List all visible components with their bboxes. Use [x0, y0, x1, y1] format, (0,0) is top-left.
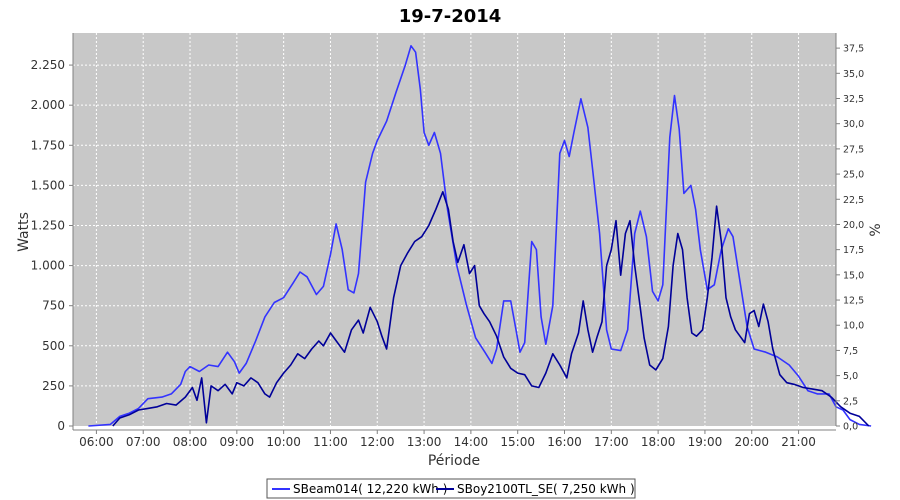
grid-lines [73, 33, 836, 426]
y-tick-label: 0 [57, 419, 65, 433]
y-tick-label: 1.000 [31, 259, 65, 273]
y2-axis-ticks: 0,0 2,5 5,0 7,5 10,0 12,5 15,0 17,5 20,0 22,5 25,0… [836, 44, 864, 433]
y2-tick-label: 5,0 [843, 371, 858, 382]
y2-tick-label: 15,0 [843, 270, 864, 281]
x-tick-label: 21:00 [781, 435, 816, 449]
y2-tick-label: 30,0 [843, 119, 864, 130]
x-axis-label: Période [428, 453, 480, 469]
legend: SBeam014( 12,220 kWh ) SBoy2100TL_SE( 7,… [266, 478, 636, 499]
y-tick-label: 2.000 [31, 98, 65, 112]
y2-tick-label: 27,5 [843, 144, 864, 155]
plot-area [73, 33, 836, 426]
x-tick-label: 17:00 [594, 435, 629, 449]
y2-tick-label: 32,5 [843, 94, 864, 105]
x-tick-label: 07:00 [126, 435, 161, 449]
x-tick-label: 11:00 [313, 435, 348, 449]
y2-axis-label: % [868, 223, 884, 236]
x-axis-ticks: 06:00 07:00 08:00 09:00 10:00 11:00 12:00 13:00… [79, 430, 816, 449]
series-line-1 [112, 191, 870, 427]
y2-tick-label: 37,5 [843, 44, 864, 55]
legend-label-sbeam: SBeam014( 12,220 kWh ) [293, 482, 447, 496]
y-axis-ticks: 0 250 500 750 1.000 1.250 1.500 1.750 2.000 2.250 [31, 58, 73, 433]
x-tick-label: 12:00 [360, 435, 395, 449]
plot-background [73, 33, 836, 426]
y-tick-label: 250 [42, 379, 65, 393]
y2-tick-label: 17,5 [843, 245, 864, 256]
series-layer [88, 45, 872, 427]
x-tick-label: 13:00 [407, 435, 442, 449]
y2-tick-label: 20,0 [843, 220, 864, 231]
y2-tick-label: 10,0 [843, 321, 864, 332]
y2-tick-label: 12,5 [843, 296, 864, 307]
y-tick-label: 750 [42, 299, 65, 313]
y-tick-label: 500 [42, 339, 65, 353]
series-line-0 [88, 45, 872, 427]
y-tick-label: 1.500 [31, 178, 65, 192]
x-tick-label: 19:00 [688, 435, 723, 449]
x-tick-label: 15:00 [500, 435, 535, 449]
y-tick-label: 1.250 [31, 218, 65, 232]
x-tick-label: 20:00 [734, 435, 769, 449]
y-tick-label: 2.250 [31, 58, 65, 72]
x-tick-label: 06:00 [79, 435, 114, 449]
y2-tick-label: 0,0 [843, 422, 858, 433]
chart-title: 19-7-2014 [399, 6, 502, 27]
y2-tick-label: 35,0 [843, 69, 864, 80]
x-tick-label: 18:00 [641, 435, 676, 449]
legend-label-sboy: SBoy2100TL_SE( 7,250 kWh ) [457, 482, 635, 496]
y2-tick-label: 7,5 [843, 346, 858, 357]
y2-tick-label: 2,5 [843, 396, 858, 407]
y-tick-label: 1.750 [31, 138, 65, 152]
y-axis-label: Watts [16, 212, 32, 252]
x-tick-label: 14:00 [454, 435, 489, 449]
x-tick-label: 16:00 [547, 435, 582, 449]
y2-tick-label: 25,0 [843, 170, 864, 181]
x-tick-label: 09:00 [220, 435, 255, 449]
x-tick-label: 08:00 [173, 435, 208, 449]
x-tick-label: 10:00 [266, 435, 301, 449]
y2-tick-label: 22,5 [843, 195, 864, 206]
